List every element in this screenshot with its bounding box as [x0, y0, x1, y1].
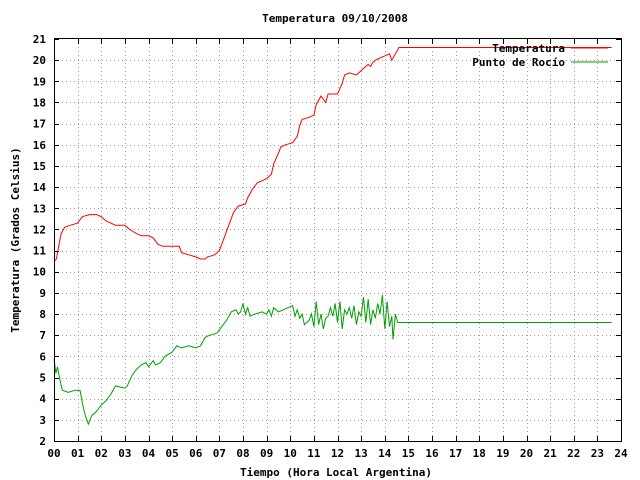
- plot-frame: [54, 38, 622, 442]
- x-tick-label: 07: [213, 447, 226, 460]
- x-tick-label: 18: [473, 447, 486, 460]
- x-tick-label: 02: [95, 447, 108, 460]
- data-series: [53, 47, 612, 426]
- y-tick-label: 2: [39, 435, 46, 448]
- x-tick-label: 11: [307, 447, 321, 460]
- y-tick-label: 7: [39, 329, 46, 342]
- y-tick-label: 5: [39, 372, 46, 385]
- series-line-2: [53, 294, 612, 426]
- y-tick-label: 20: [33, 54, 46, 67]
- x-tick-label: 14: [378, 447, 392, 460]
- y-tick-label: 11: [33, 245, 47, 258]
- x-tick-label: 01: [71, 447, 85, 460]
- y-tick-label: 4: [39, 393, 46, 406]
- axis-ticks: [54, 39, 622, 442]
- grid-lines: [54, 39, 621, 441]
- x-tick-label: 09: [260, 447, 273, 460]
- y-tick-label: 13: [33, 202, 46, 215]
- x-tick-label: 04: [142, 447, 156, 460]
- x-tick-label: 05: [166, 447, 179, 460]
- y-tick-label: 21: [33, 33, 47, 46]
- x-tick-label: 03: [118, 447, 131, 460]
- x-tick-label: 15: [402, 447, 415, 460]
- y-tick-label: 9: [39, 287, 46, 300]
- y-tick-label: 19: [33, 75, 46, 88]
- x-tick-label: 22: [567, 447, 580, 460]
- x-tick-label: 16: [425, 447, 439, 460]
- y-tick-label: 14: [33, 181, 47, 194]
- y-tick-label: 15: [33, 160, 46, 173]
- y-tick-labels: 2 3 4 5 6 7 8 9 10 11 12 13 14 15 16 17 18 19 20 21: [33, 33, 47, 448]
- series-line-1: [53, 47, 612, 262]
- x-tick-label: 10: [284, 447, 297, 460]
- x-tick-label: 23: [591, 447, 604, 460]
- y-axis-label: Temperatura (Grados Celsius): [9, 147, 22, 332]
- chart-title: Temperatura 09/10/2008: [262, 12, 408, 25]
- x-tick-label: 17: [449, 447, 462, 460]
- x-tick-label: 24: [614, 447, 628, 460]
- x-tick-label: 21: [544, 447, 558, 460]
- y-tick-label: 3: [39, 414, 46, 427]
- y-tick-label: 18: [33, 96, 46, 109]
- x-tick-label: 08: [236, 447, 249, 460]
- x-tick-label: 06: [189, 447, 203, 460]
- y-tick-label: 8: [39, 308, 46, 321]
- y-tick-label: 17: [33, 118, 46, 131]
- x-tick-label: 00: [47, 447, 60, 460]
- y-tick-label: 10: [33, 266, 46, 279]
- x-axis-label: Tiempo (Hora Local Argentina): [240, 466, 432, 479]
- x-tick-label: 19: [496, 447, 509, 460]
- x-tick-label: 20: [520, 447, 533, 460]
- y-tick-label: 6: [39, 350, 46, 363]
- x-tick-label: 12: [331, 447, 344, 460]
- x-tick-label: 13: [355, 447, 368, 460]
- y-tick-label: 16: [33, 139, 47, 152]
- legend-label-2: Punto de Rocío: [472, 56, 565, 69]
- x-tick-labels: 00 01 02 03 04 05 06 07 08 09 10 11 12 13 14 15 16 17 18 19…: [47, 447, 628, 460]
- legend-label-1: Temperatura: [492, 42, 565, 55]
- y-tick-label: 12: [33, 223, 46, 236]
